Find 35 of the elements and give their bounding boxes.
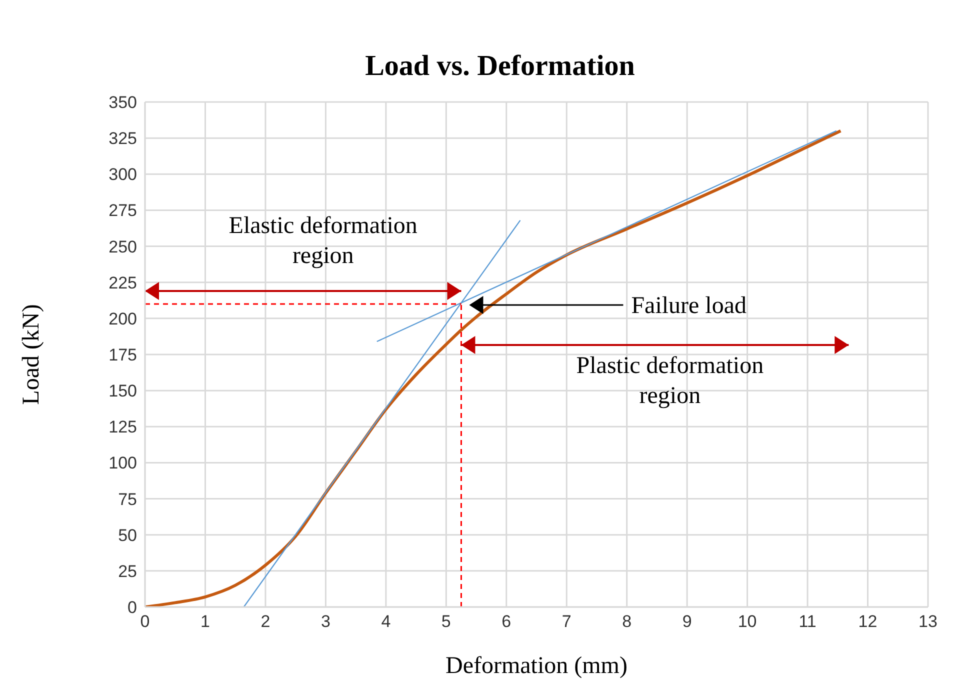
y-tick-label: 250 xyxy=(108,237,137,256)
x-tick-label: 7 xyxy=(562,612,572,632)
y-tick-label: 175 xyxy=(108,346,137,365)
y-tick-label: 100 xyxy=(108,454,137,473)
y-axis-title: Load (kN) xyxy=(18,304,45,405)
x-tick-label: 10 xyxy=(738,612,757,632)
x-tick-label: 11 xyxy=(798,612,816,632)
x-tick-label: 0 xyxy=(140,612,150,632)
y-tick-label: 25 xyxy=(118,562,137,581)
y-tick-label: 150 xyxy=(108,382,137,401)
y-tick-label: 200 xyxy=(108,309,137,328)
x-tick-label: 9 xyxy=(682,612,692,632)
x-tick-label: 1 xyxy=(200,612,210,632)
y-tick-label: 275 xyxy=(108,201,137,220)
y-tick-label: 325 xyxy=(108,129,137,148)
chart-title: Load vs. Deformation xyxy=(364,49,636,84)
y-tick-label: 300 xyxy=(108,165,137,184)
y-tick-label: 0 xyxy=(128,598,137,618)
annotation: Plastic deformation region xyxy=(576,353,764,409)
y-tick-label: 350 xyxy=(108,93,137,112)
x-tick-label: 4 xyxy=(381,612,391,632)
x-tick-label: 3 xyxy=(320,612,330,632)
y-tick-label: 225 xyxy=(108,273,137,292)
x-tick-label: 2 xyxy=(260,612,270,632)
y-tick-label: 50 xyxy=(118,526,137,545)
x-tick-label: 5 xyxy=(441,612,451,632)
y-tick-label: 125 xyxy=(108,418,137,437)
annotation: Elastic deformation region xyxy=(228,213,418,269)
x-tick-label: 13 xyxy=(918,612,938,632)
x-tick-label: 8 xyxy=(622,612,632,632)
y-tick-label: 75 xyxy=(118,490,137,509)
x-tick-label: 6 xyxy=(502,612,512,632)
x-axis-title: Deformation (mm) xyxy=(446,653,628,679)
x-tick-label: 12 xyxy=(858,612,878,632)
annotation: Failure load xyxy=(631,293,747,319)
